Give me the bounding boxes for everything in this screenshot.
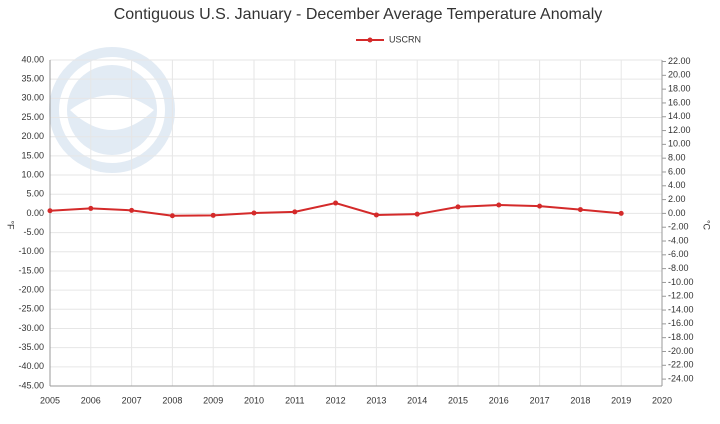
watermark: [49, 47, 175, 173]
y-tick-label: 10.00: [21, 169, 44, 179]
x-tick-label: 2012: [326, 395, 346, 405]
data-point: [129, 207, 135, 213]
y2-tick-label: 14.00: [668, 111, 691, 121]
x-tick-label: 2009: [203, 395, 223, 405]
y2-tick-label: -8.00: [668, 263, 689, 273]
data-point: [496, 202, 502, 208]
y-tick-label: 35.00: [21, 74, 44, 84]
y-tick-label: -25.00: [18, 304, 44, 314]
x-tick-label: 2008: [162, 395, 182, 405]
y2-tick-label: 2.00: [668, 194, 686, 204]
data-point: [373, 212, 379, 218]
data-point: [333, 200, 339, 206]
legend-marker: [367, 37, 373, 43]
y-axis-label: °F: [6, 220, 16, 230]
y2-tick-label: -4.00: [668, 235, 689, 245]
x-tick-label: 2007: [122, 395, 142, 405]
x-tick-label: 2019: [611, 395, 631, 405]
x-tick-label: 2011: [285, 395, 304, 405]
y2-tick-label: 22.00: [668, 56, 691, 66]
y2-tick-label: 10.00: [668, 139, 691, 149]
y2-tick-label: 4.00: [668, 180, 686, 190]
y-tick-label: -30.00: [18, 323, 44, 333]
data-point: [414, 211, 420, 217]
x-tick-label: 2018: [570, 395, 590, 405]
x-tick-label: 2015: [448, 395, 468, 405]
y-tick-label: 5.00: [26, 189, 44, 199]
y2-tick-label: 20.00: [668, 70, 691, 80]
y2-tick-label: 12.00: [668, 125, 691, 135]
x-tick-label: 2016: [489, 395, 509, 405]
y2-tick-label: 8.00: [668, 153, 686, 163]
y2-tick-label: -12.00: [668, 291, 694, 301]
x-tick-label: 2006: [81, 395, 101, 405]
y2-tick-label: -6.00: [668, 249, 689, 259]
data-point: [537, 203, 543, 209]
y2-tick-label: -24.00: [668, 373, 694, 383]
data-point: [210, 212, 216, 218]
data-point: [618, 210, 624, 216]
y2-tick-label: -14.00: [668, 304, 694, 314]
y-tick-label: 40.00: [21, 54, 44, 64]
y-tick-label: -40.00: [18, 361, 44, 371]
chart-title: Contiguous U.S. January - December Avera…: [114, 6, 603, 23]
y2-tick-label: 18.00: [668, 84, 691, 94]
y-tick-label: -45.00: [18, 380, 44, 390]
y2-tick-label: 6.00: [668, 166, 686, 176]
x-tick-label: 2013: [366, 395, 386, 405]
x-tick-label: 2005: [40, 395, 60, 405]
y-tick-label: 30.00: [21, 93, 44, 103]
y-tick-label: -10.00: [18, 246, 44, 256]
data-point: [292, 209, 298, 215]
x-tick-label: 2014: [407, 395, 427, 405]
x-tick-label: 2017: [530, 395, 550, 405]
y-tick-label: 15.00: [21, 150, 44, 160]
data-point: [577, 207, 583, 213]
data-point: [455, 204, 461, 210]
x-tick-label: 2020: [652, 395, 672, 405]
y2-tick-label: -20.00: [668, 346, 694, 356]
x-tick-label: 2010: [244, 395, 264, 405]
data-point: [88, 205, 94, 211]
y-tick-label: -5.00: [23, 227, 44, 237]
data-point: [169, 213, 175, 219]
data-point: [251, 210, 257, 216]
y2-axis-label: °C: [702, 220, 712, 231]
y2-tick-label: -10.00: [668, 277, 694, 287]
y-tick-label: 20.00: [21, 131, 44, 141]
y2-tick-label: 0.00: [668, 208, 686, 218]
y2-tick-label: -22.00: [668, 360, 694, 370]
y2-tick-label: -18.00: [668, 332, 694, 342]
data-point: [47, 208, 53, 214]
y2-tick-label: 16.00: [668, 97, 691, 107]
y2-tick-label: -16.00: [668, 318, 694, 328]
legend-label: USCRN: [389, 34, 421, 44]
y2-tick-label: -2.00: [668, 222, 689, 232]
y-tick-label: -35.00: [18, 342, 44, 352]
y-tick-label: 25.00: [21, 112, 44, 122]
y-tick-label: -15.00: [18, 265, 44, 275]
y-tick-label: 0.00: [26, 208, 44, 218]
y-tick-label: -20.00: [18, 284, 44, 294]
